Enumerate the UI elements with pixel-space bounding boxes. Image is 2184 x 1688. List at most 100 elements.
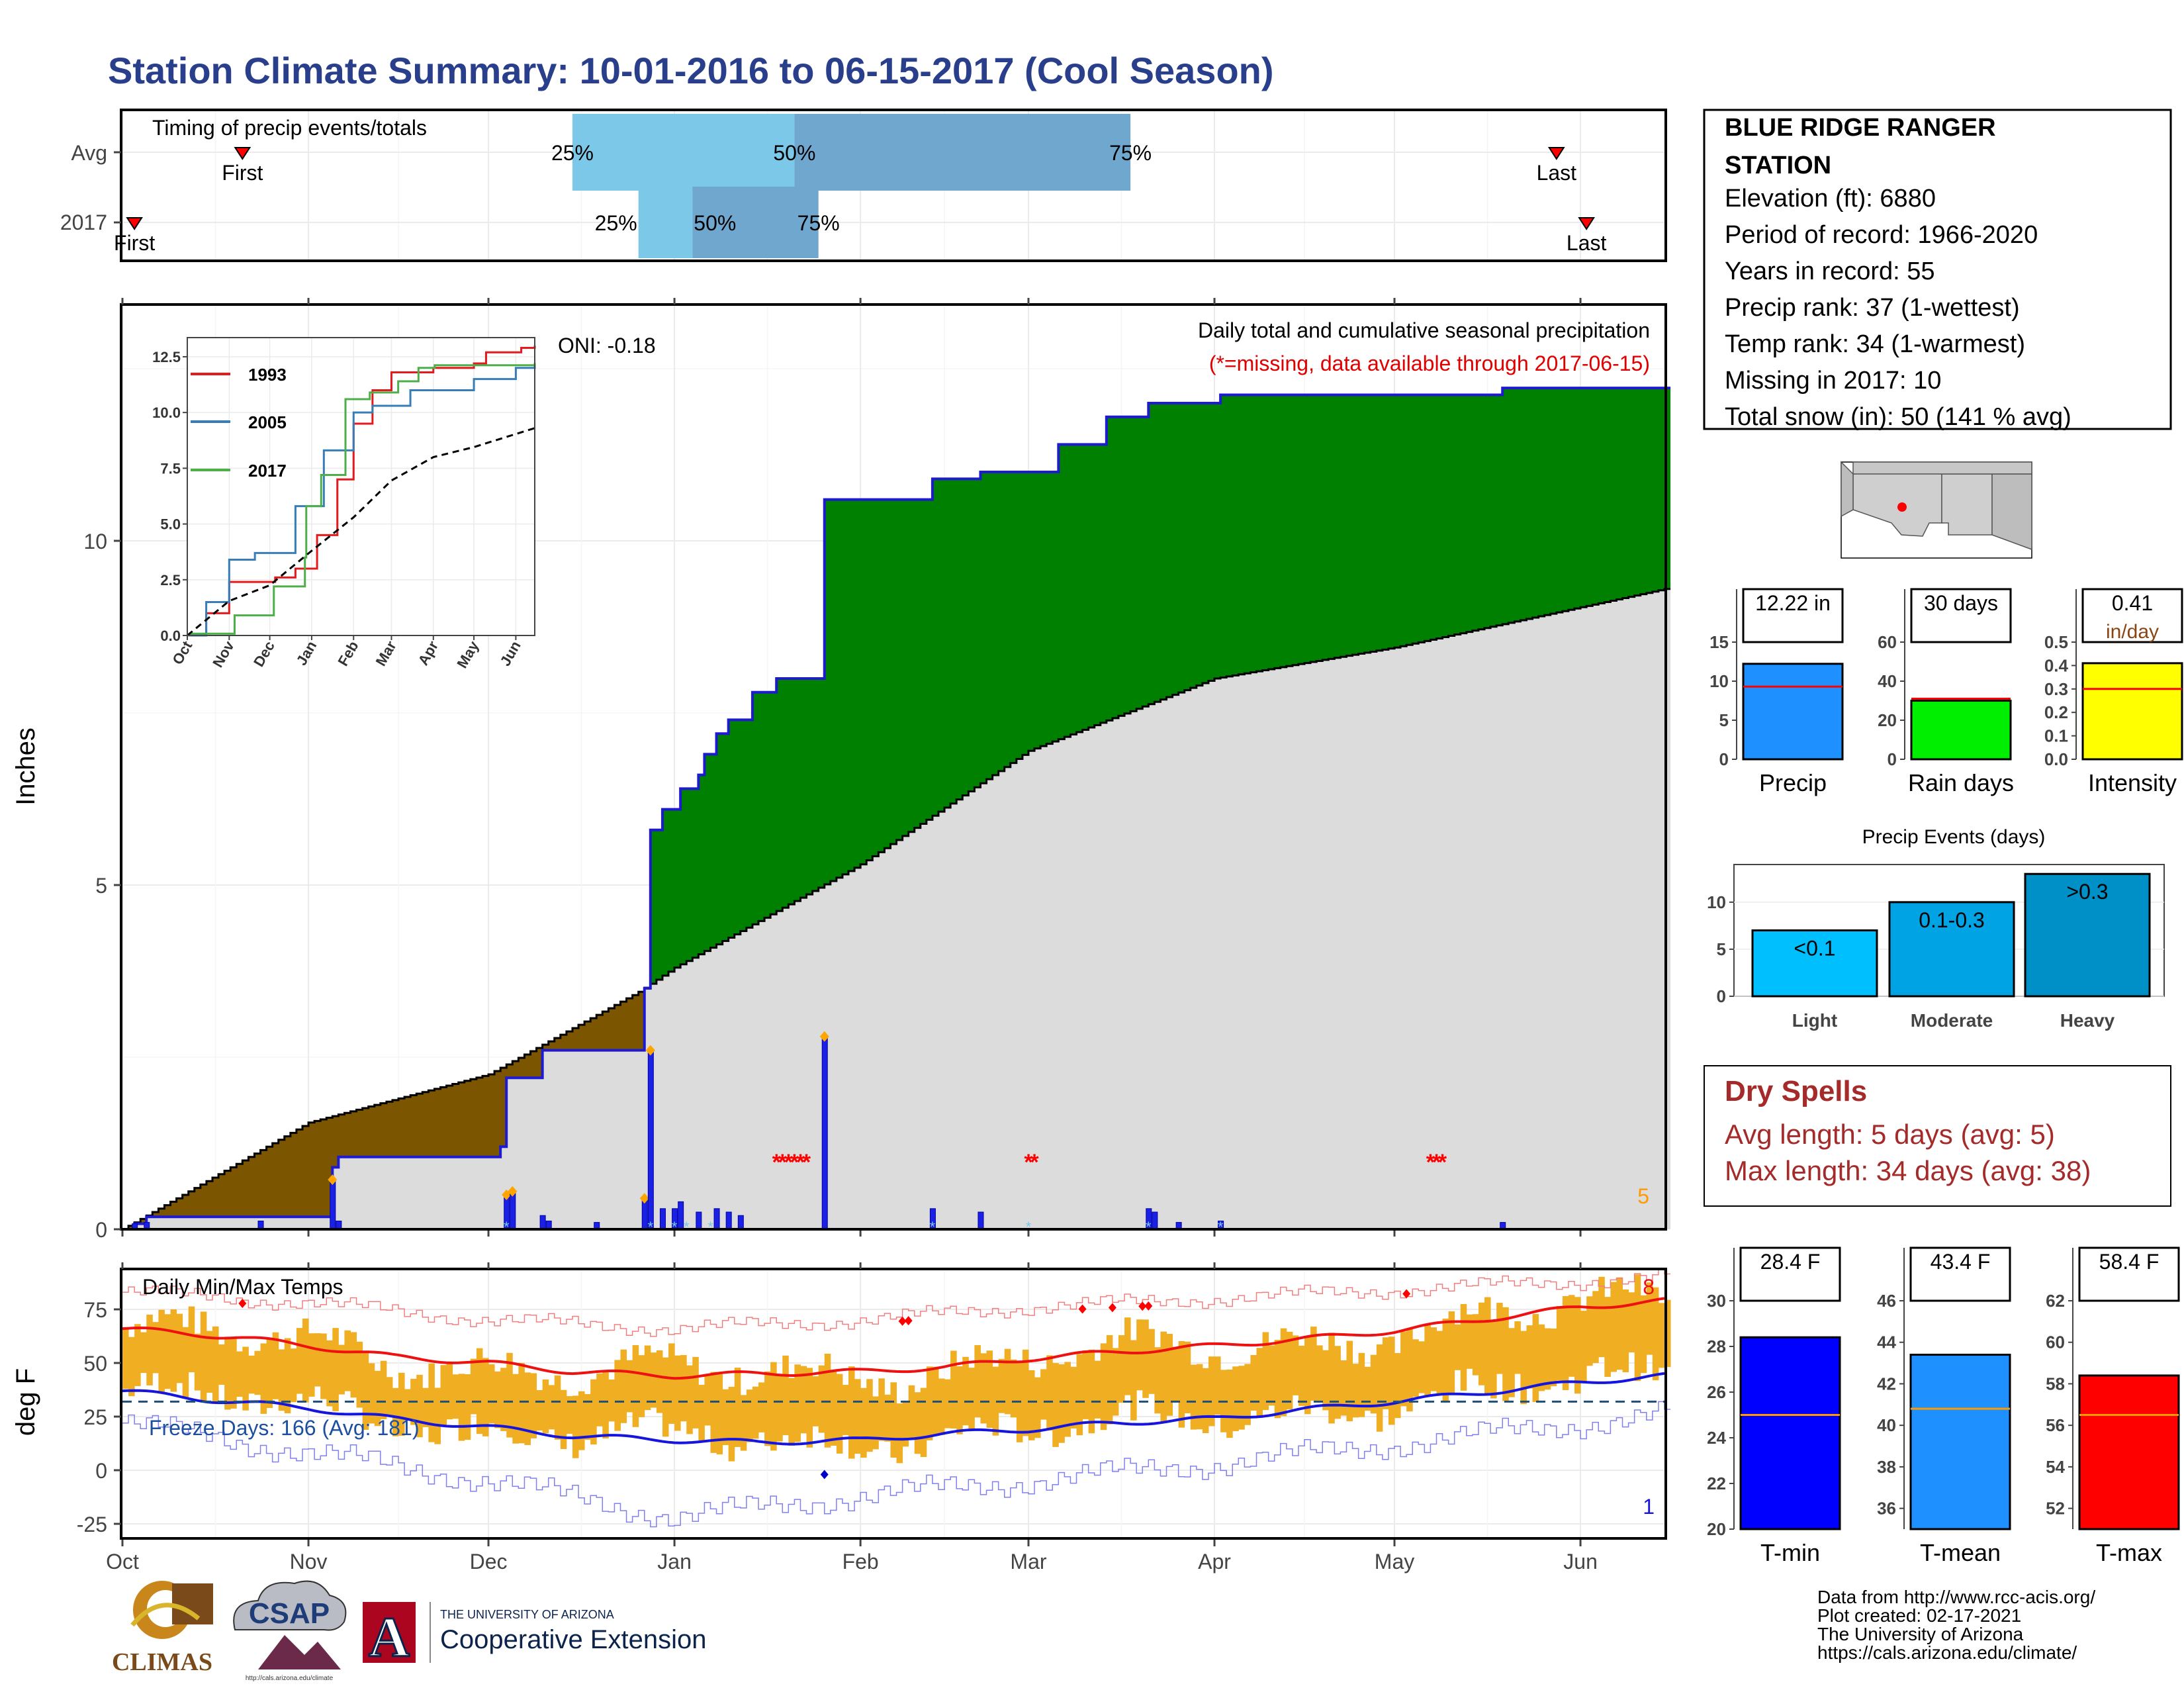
daily-temp-bar <box>494 1371 501 1429</box>
daily-temp-bar <box>200 1311 207 1401</box>
daily-temp-bar <box>134 1324 141 1386</box>
daily-temp-bar <box>164 1314 171 1389</box>
daily-temp-bar <box>1262 1332 1269 1411</box>
temp-t-mean-bar <box>1909 1354 2011 1530</box>
daily-temp-bar <box>662 1357 669 1437</box>
daily-temp-bar <box>1292 1335 1299 1395</box>
daily-temp-bar <box>1418 1341 1425 1393</box>
daily-temp-bar <box>206 1331 213 1393</box>
daily-temp-bar <box>290 1348 297 1403</box>
event-category-label: Moderate <box>1911 1010 1993 1031</box>
daily-temp-bar <box>1268 1345 1275 1406</box>
daily-precip-bar <box>696 1211 702 1230</box>
daily-temp-bar <box>650 1352 657 1408</box>
daily-temp-bar <box>698 1385 705 1442</box>
daily-temp-bar <box>596 1373 603 1427</box>
daily-temp-bar <box>938 1378 945 1435</box>
daily-temp-bar <box>422 1387 429 1427</box>
summary-intensity-tick-label: 0.3 <box>2044 679 2068 699</box>
daily-temp-bar <box>914 1392 921 1454</box>
daily-temp-bar <box>344 1330 351 1391</box>
timing-frame <box>120 109 1667 262</box>
snow-event-marker <box>508 1186 518 1197</box>
daily-temp-bar <box>1160 1331 1167 1423</box>
oni-value: ONI: -0.18 <box>558 334 656 357</box>
below-average-area <box>128 988 651 1229</box>
timing-label-25: 25% <box>551 141 594 165</box>
temp-t-min-value-text: 28.4 F <box>1760 1250 1821 1274</box>
daily-temp-bar <box>614 1360 621 1431</box>
daily-temp-bar <box>728 1386 735 1462</box>
daily-temp-bar <box>764 1371 771 1446</box>
daily-temp-bar <box>830 1370 837 1446</box>
daily-temp-bar <box>194 1333 201 1391</box>
daily-temp-bar <box>866 1379 873 1452</box>
daily-temp-bar <box>1658 1303 1665 1368</box>
temp-y-tick-label: 25 <box>83 1405 107 1429</box>
daily-temp-bar <box>428 1363 435 1442</box>
daily-temp-bar <box>1076 1354 1083 1436</box>
daily-temp-bar <box>452 1374 459 1419</box>
daily-temp-bar <box>1484 1297 1491 1395</box>
temp-x-tick-label: May <box>1375 1550 1414 1573</box>
temp-lines <box>122 1268 1671 1528</box>
daily-temp-bar <box>836 1374 843 1454</box>
daily-temp-bar <box>884 1394 891 1442</box>
events-tick-label: 5 <box>1717 939 1726 959</box>
daily-temp-bar <box>224 1338 231 1410</box>
daily-temp-bar <box>896 1403 903 1464</box>
daily-precip-bar <box>821 1036 828 1230</box>
daily-temp-bar <box>140 1332 147 1374</box>
daily-temp-bar <box>776 1374 783 1442</box>
daily-temp-bar <box>266 1338 273 1409</box>
daily-temp-bar <box>1250 1355 1257 1411</box>
daily-temp-bar <box>818 1365 825 1433</box>
daily-temp-bar <box>632 1345 639 1427</box>
daily-precip-bar <box>978 1211 984 1230</box>
daily-temp-bar <box>272 1332 279 1399</box>
page-title: Station Climate Summary: 10-01-2016 to 0… <box>108 50 1274 91</box>
snow-trace-marker: * <box>1218 1219 1224 1235</box>
daily-temp-bar <box>848 1366 855 1459</box>
average-min-line <box>122 1372 1665 1446</box>
inset-y-tick-label: 10.0 <box>152 404 181 421</box>
daily-temp-bar <box>434 1387 441 1444</box>
daily-temp-bar <box>536 1390 543 1431</box>
daily-temp-bar <box>1346 1340 1353 1422</box>
daily-temp-bar <box>1124 1317 1131 1395</box>
daily-temp-bar <box>1244 1364 1251 1425</box>
daily-temp-bar <box>176 1313 183 1383</box>
snow-trace-marker: * <box>1146 1219 1152 1235</box>
daily-temp-bar <box>326 1340 333 1407</box>
daily-temp-bar <box>1388 1336 1395 1425</box>
missing-day-marker: * <box>1426 1150 1435 1175</box>
daily-temp-bar <box>188 1306 195 1373</box>
daily-temp-bar <box>1232 1366 1239 1432</box>
inset-legend: 1993 2005 2017 <box>191 365 287 481</box>
temp-t-mean-tick-label: 44 <box>1877 1333 1896 1352</box>
summary-precip-chart: 12.22 in 0 5 10 15 Precip <box>1709 588 1844 796</box>
temp-t-mean-tick-label: 38 <box>1877 1457 1896 1477</box>
daily-temp-bar <box>1040 1369 1047 1420</box>
daily-temp-bar <box>470 1358 477 1415</box>
daily-temp-bar <box>746 1389 753 1442</box>
daily-temp-bar <box>1628 1292 1635 1353</box>
daily-temp-bar <box>230 1338 237 1409</box>
daily-temp-bar <box>1514 1321 1521 1374</box>
daily-temp-bar <box>152 1322 159 1374</box>
precip-y-tick-label: 10 <box>83 530 107 553</box>
daily-temp-bar <box>1454 1324 1461 1370</box>
missing-day-marker: * <box>1024 1150 1033 1175</box>
daily-temp-bar <box>734 1368 741 1447</box>
temp-t-max-tick-label: 54 <box>2046 1457 2065 1477</box>
inset-y-tick-label: 7.5 <box>160 460 181 477</box>
daily-temp-bar <box>950 1350 957 1429</box>
daily-temp-bar <box>794 1364 801 1442</box>
record-high-marker <box>1108 1303 1116 1313</box>
inset-y-tick-label: 5.0 <box>160 516 181 533</box>
daily-temp-bar <box>380 1360 387 1419</box>
timing-label-50: 50% <box>694 211 736 235</box>
daily-temp-bar <box>1118 1335 1125 1403</box>
daily-temp-bar <box>1604 1297 1611 1377</box>
